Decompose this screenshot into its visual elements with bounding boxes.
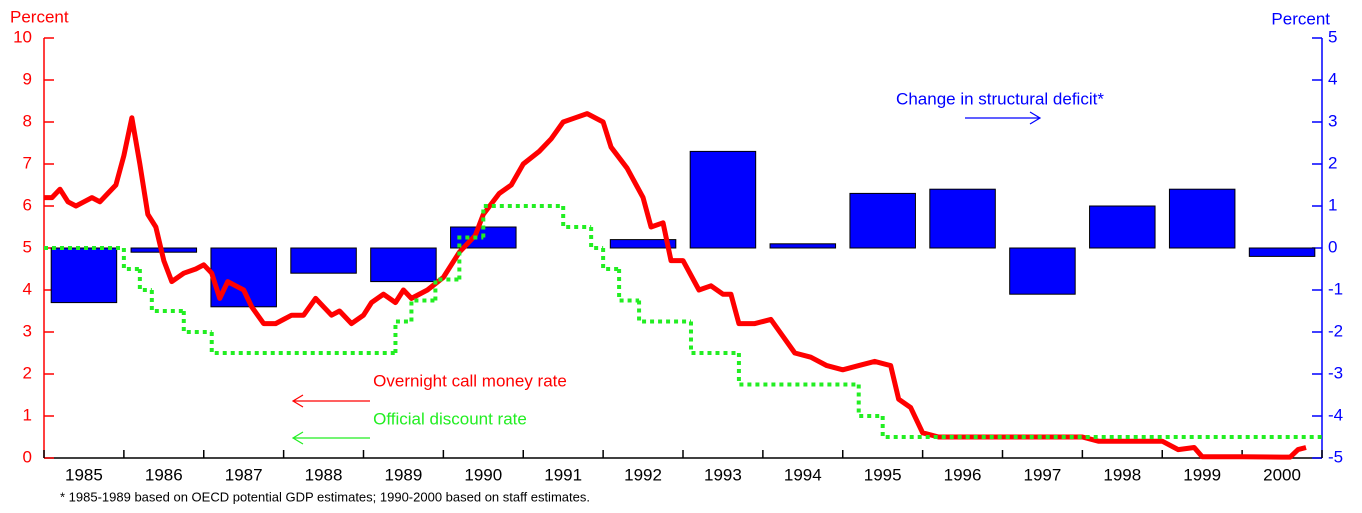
x-tick-label: 1994 xyxy=(784,465,822,484)
step-segment xyxy=(561,206,592,229)
bar xyxy=(1009,247,1076,295)
y2-tick-label: 4 xyxy=(1328,69,1337,88)
step-segment xyxy=(589,227,604,250)
step-segment xyxy=(688,321,739,355)
y-tick-label: 6 xyxy=(23,195,32,214)
y2-tick-label: 3 xyxy=(1328,111,1337,130)
right-axis-label: Percent xyxy=(1271,9,1330,28)
x-tick-label: 1990 xyxy=(464,465,502,484)
bar xyxy=(609,239,677,249)
step-segment xyxy=(181,311,212,334)
step-segment xyxy=(409,298,436,322)
x-tick-label: 1995 xyxy=(864,465,902,484)
y-tick-label: 9 xyxy=(23,69,32,88)
y-tick-label: 2 xyxy=(23,363,32,382)
step-segment xyxy=(137,269,152,292)
y-tick-label: 10 xyxy=(13,27,32,46)
y2-tick-label: -4 xyxy=(1328,405,1343,424)
step-segment xyxy=(736,353,859,387)
step-segment xyxy=(149,290,184,313)
bar xyxy=(769,243,837,249)
y-tick-label: 0 xyxy=(23,447,32,466)
x-tick-label: 1986 xyxy=(145,465,183,484)
arrow xyxy=(965,111,1042,125)
x-tick-label: 1988 xyxy=(305,465,343,484)
step-segment xyxy=(637,300,691,324)
line-annotation: Overnight call money rate xyxy=(373,371,567,390)
y2-tick-label: 2 xyxy=(1328,153,1337,172)
x-tick-label: 1989 xyxy=(385,465,423,484)
x-tick-label: 1993 xyxy=(704,465,742,484)
y2-tick-label: 0 xyxy=(1328,237,1337,256)
x-tick-label: 1999 xyxy=(1183,465,1221,484)
bar xyxy=(689,150,757,249)
bar-annotation: Change in structural deficit* xyxy=(896,89,1104,108)
bar xyxy=(1248,247,1316,257)
step-annotation: Official discount rate xyxy=(373,409,527,428)
x-tick-label: 1997 xyxy=(1024,465,1062,484)
step-segment xyxy=(880,416,1322,439)
x-tick-label: 1987 xyxy=(225,465,263,484)
y2-tick-label: -5 xyxy=(1328,447,1343,466)
y-tick-label: 5 xyxy=(23,237,32,256)
step-segment xyxy=(856,384,883,418)
y-tick-label: 4 xyxy=(23,279,32,298)
y-tick-label: 3 xyxy=(23,321,32,340)
y-tick-label: 1 xyxy=(23,405,32,424)
x-tick-label: 1991 xyxy=(544,465,582,484)
x-tick-label: 1992 xyxy=(624,465,662,484)
step-segment xyxy=(393,319,412,353)
x-tick-label: 1998 xyxy=(1103,465,1141,484)
arrow xyxy=(291,431,370,445)
x-tick-label: 1996 xyxy=(944,465,982,484)
y2-tick-label: -1 xyxy=(1328,279,1343,298)
bar xyxy=(1089,205,1156,249)
bar xyxy=(929,188,996,249)
y-tick-label: 7 xyxy=(23,153,32,172)
arrow xyxy=(291,394,370,408)
step-segment xyxy=(457,235,484,280)
left-axis-label: Percent xyxy=(10,7,69,26)
line xyxy=(44,111,1307,460)
step-segment xyxy=(481,204,564,238)
step-segment xyxy=(617,269,640,303)
bar xyxy=(849,192,916,249)
footnote: * 1985-1989 based on OECD potential GDP … xyxy=(60,489,590,504)
x-tick-label: 2000 xyxy=(1263,465,1301,484)
y2-tick-label: 1 xyxy=(1328,195,1337,214)
y2-tick-label: -3 xyxy=(1328,363,1343,382)
arrows xyxy=(291,111,1042,445)
bar xyxy=(290,247,357,274)
x-tick-label: 1985 xyxy=(65,465,103,484)
y2-tick-label: 5 xyxy=(1328,27,1337,46)
step-segment xyxy=(601,248,620,271)
y2-tick-label: -2 xyxy=(1328,321,1343,340)
bar xyxy=(50,247,118,304)
step-segment xyxy=(209,332,396,355)
bar xyxy=(1168,188,1236,249)
y-tick-label: 8 xyxy=(23,111,32,130)
bar xyxy=(370,247,437,283)
